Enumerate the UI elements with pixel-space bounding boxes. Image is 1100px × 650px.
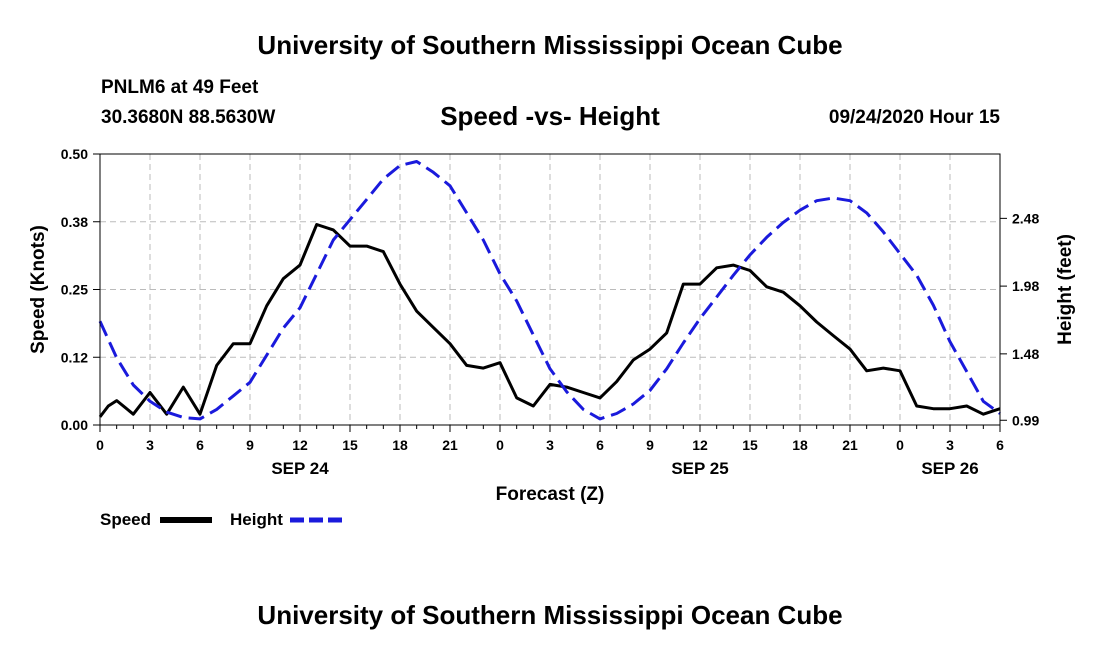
page-footer-title: University of Southern Mississippi Ocean… (257, 600, 843, 630)
x-tick-label: 18 (392, 437, 408, 453)
page-title: University of Southern Mississippi Ocean… (257, 30, 843, 60)
x-tick-label: 12 (292, 437, 308, 453)
x-tick-label: 9 (646, 437, 654, 453)
y-right-tick-label: 2.48 (1012, 210, 1039, 226)
datetime-label: 09/24/2020 Hour 15 (828, 107, 1000, 128)
x-tick-label: 21 (842, 437, 858, 453)
x-tick-label: 3 (146, 437, 154, 453)
x-tick-label: 12 (692, 437, 708, 453)
x-date-label: SEP 26 (921, 459, 978, 478)
grid (100, 154, 1000, 425)
y-right-tick-label: 0.99 (1012, 412, 1039, 428)
legend: Speed Height (100, 510, 343, 529)
legend-speed-label: Speed (100, 510, 151, 529)
x-tick-label: 6 (596, 437, 604, 453)
x-tick-label: 18 (792, 437, 808, 453)
coordinates-label: 30.3680N 88.5630W (101, 107, 276, 128)
x-tick-label: 0 (96, 437, 104, 453)
x-tick-label: 6 (996, 437, 1004, 453)
x-tick-label: 15 (342, 437, 358, 453)
x-date-label: SEP 24 (271, 459, 329, 478)
x-tick-label: 3 (546, 437, 554, 453)
x-date-label: SEP 25 (671, 459, 728, 478)
y-axis-right-label: Height (feet) (1055, 234, 1076, 345)
y-left-tick-label: 0.00 (61, 417, 88, 433)
x-tick-label: 15 (742, 437, 758, 453)
y-left-tick-label: 0.12 (61, 349, 88, 365)
x-tick-label: 21 (442, 437, 458, 453)
x-tick-label: 9 (246, 437, 254, 453)
legend-height-label: Height (230, 510, 283, 529)
series-line-speed (98, 223, 1001, 418)
y-left-tick-label: 0.25 (61, 282, 88, 298)
y-right-tick-label: 1.98 (1012, 278, 1039, 294)
y-left-tick-label: 0.50 (61, 146, 88, 162)
station-label: PNLM6 at 49 Feet (101, 77, 259, 98)
series-layer (98, 160, 1001, 421)
y-axis-left-label: Speed (Knots) (28, 225, 49, 354)
x-tick-label: 6 (196, 437, 204, 453)
x-axis-label: Forecast (Z) (496, 484, 605, 505)
x-tick-label: 0 (896, 437, 904, 453)
series-line-height (98, 160, 1001, 421)
chart-title: Speed -vs- Height (440, 101, 660, 131)
y-left-tick-label: 0.38 (61, 214, 88, 230)
x-tick-label: 0 (496, 437, 504, 453)
y-right-tick-label: 1.48 (1012, 346, 1039, 362)
x-tick-label: 3 (946, 437, 954, 453)
axes: 0 3 6 9 12 15 18 21 0 3 6 9 12 15 18 21 0 3 6 0.00 0.12 0.25 0… (61, 146, 1040, 478)
